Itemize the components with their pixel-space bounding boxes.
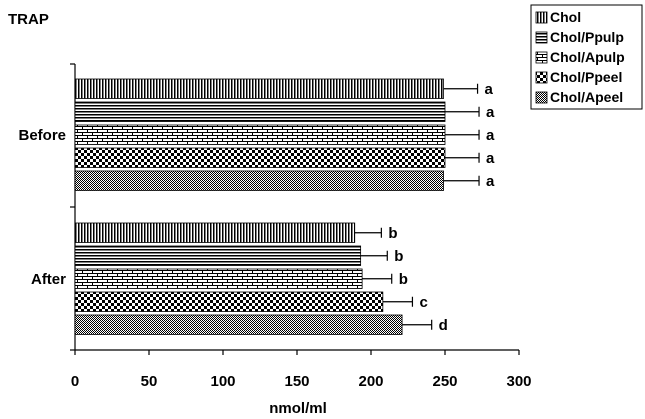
significance-label: b [388, 225, 397, 242]
significance-label: a [485, 81, 494, 98]
bar [74, 170, 444, 191]
significance-label: a [486, 150, 495, 167]
bar [74, 147, 446, 168]
bar [74, 101, 446, 122]
significance-label: b [394, 248, 403, 265]
significance-label: d [439, 317, 448, 334]
significance-label: c [419, 294, 427, 311]
bar [74, 222, 356, 243]
legend-label: Chol [550, 9, 581, 25]
bar [74, 245, 362, 266]
x-tick-label: 200 [358, 373, 383, 390]
significance-label: a [486, 127, 495, 144]
x-tick-label: 150 [284, 373, 309, 390]
bar [74, 124, 446, 145]
category-label: Before [18, 127, 66, 144]
legend-label: Chol/Apulp [550, 49, 625, 65]
chart-title: TRAP [8, 11, 49, 28]
category-labels: Before After [18, 127, 66, 288]
significance-label: a [486, 104, 495, 121]
legend-label: Chol/Ppeel [550, 69, 622, 85]
x-tick-label: 0 [71, 373, 79, 390]
x-axis-label: nmol/ml [269, 400, 327, 417]
legend-swatch [535, 71, 548, 84]
legend-swatch [535, 51, 548, 64]
significance-label: b [399, 271, 408, 288]
legend-swatch [535, 11, 548, 24]
bar [74, 291, 384, 312]
legend-label: Chol/Apeel [550, 89, 623, 105]
category-label: After [31, 271, 66, 288]
legend-swatch [535, 31, 548, 44]
bar [74, 78, 444, 99]
x-tick-label: 50 [141, 373, 158, 390]
bar [74, 314, 403, 335]
x-tick-label: 100 [210, 373, 235, 390]
legend-label: Chol/Ppulp [550, 29, 624, 45]
x-tick-label: 250 [432, 373, 457, 390]
significance-label: a [486, 173, 495, 190]
legend: Chol Chol/Ppulp Chol/Apulp Chol/Ppeel Chol/A… [530, 4, 643, 110]
x-tick-label: 300 [506, 373, 531, 390]
bar [74, 268, 363, 289]
x-ticks: 0 50 100 150 200 250 300 [71, 350, 532, 390]
legend-swatch [535, 91, 548, 104]
legend-box [530, 4, 643, 110]
